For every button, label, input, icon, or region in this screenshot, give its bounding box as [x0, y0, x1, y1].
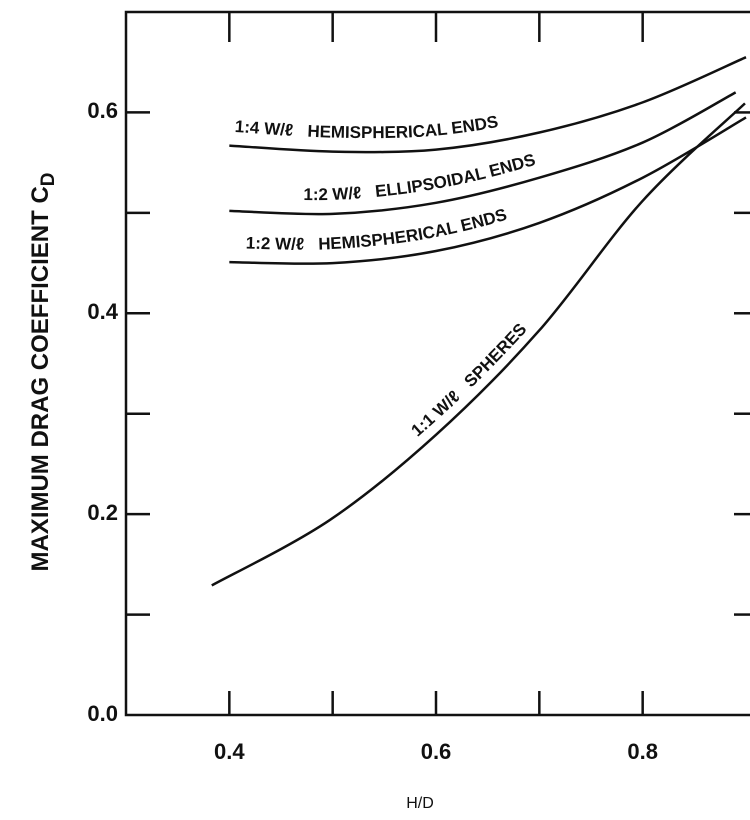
x-axis-label: H/D: [406, 795, 434, 812]
y-tick-label: 0.6: [87, 98, 118, 123]
series-label-path: 1:2 W/ℓ ELLIPSOIDAL ENDS: [303, 150, 537, 204]
series-label: 1:4 W/ℓ HEMISPHERICAL ENDS: [234, 112, 499, 142]
data-line: [211, 102, 746, 587]
y-axis-label-subscript: D: [38, 172, 59, 186]
y-tick-label: 0.2: [87, 500, 118, 525]
data-line: [229, 116, 747, 265]
x-tick-label: 0.8: [627, 739, 658, 764]
y-axis-label: MAXIMUM DRAG COEFFICIENT CD: [27, 172, 59, 571]
series-label-path: 1:1 W/ℓ SPHERES: [408, 320, 531, 441]
data-line: [229, 56, 747, 154]
x-tick-label: 0.4: [214, 739, 245, 764]
y-tick-label: 0.0: [87, 701, 118, 726]
series-label: 1:2 W/ℓ ELLIPSOIDAL ENDS: [303, 150, 537, 204]
series-label-path: 1:4 W/ℓ HEMISPHERICAL ENDS: [234, 112, 499, 142]
y-tick-label: 0.4: [87, 299, 118, 324]
series-label: 1:1 W/ℓ SPHERES: [408, 320, 531, 441]
plot-frame: [124, 10, 750, 717]
x-tick-label: 0.6: [421, 739, 452, 764]
y-axis-label-main: MAXIMUM DRAG COEFFICIENT C: [27, 186, 54, 571]
data-line: [229, 91, 737, 216]
